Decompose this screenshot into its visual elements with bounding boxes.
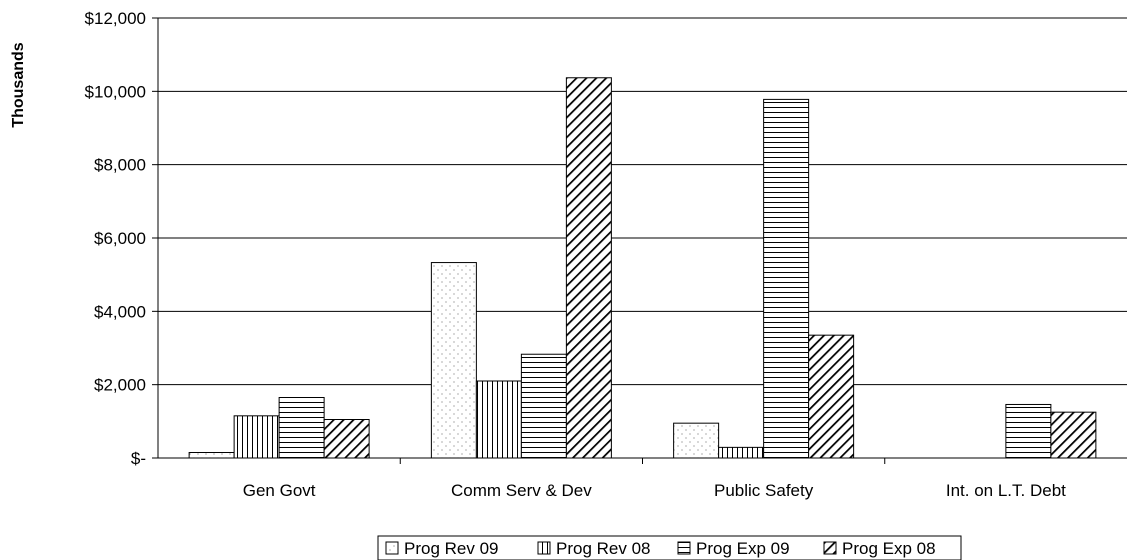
category-label: Public Safety — [714, 481, 814, 500]
bar — [1050, 411, 1097, 459]
y-axis-ticks: $- $2,000 $4,000 $6,000 $8,000 $10,000 $12,000 — [85, 9, 158, 468]
legend-box — [377, 535, 962, 560]
legend-swatch — [823, 541, 837, 555]
legend-swatch — [677, 541, 691, 555]
bar — [323, 419, 370, 459]
category-label: Comm Serv & Dev — [451, 481, 592, 500]
y-tick-label: $- — [131, 449, 146, 468]
bar — [188, 452, 235, 459]
y-tick-label: $10,000 — [85, 82, 146, 101]
category-label: Gen Govt — [243, 481, 316, 500]
category-label: Int. on L.T. Debt — [946, 481, 1066, 500]
y-tick-label: $2,000 — [94, 376, 146, 395]
legend-swatch — [537, 541, 551, 555]
bar — [565, 77, 612, 459]
bar — [430, 262, 477, 459]
legend: Prog Rev 09 Prog Rev 08 Prog Exp 09 Prog Ex… — [377, 535, 962, 560]
bar — [520, 353, 567, 459]
bar — [233, 415, 280, 459]
legend-swatch — [385, 541, 399, 555]
y-tick-label: $6,000 — [94, 229, 146, 248]
y-tick-label: $8,000 — [94, 156, 146, 175]
bars — [188, 77, 1097, 459]
gridlines — [158, 17, 1127, 386]
legend-label: Prog Rev 09 — [404, 539, 499, 558]
bar — [673, 422, 720, 459]
bar — [475, 380, 522, 459]
bar — [808, 334, 855, 459]
bar — [1005, 403, 1052, 459]
x-axis-ticks: Gen Govt Comm Serv & Dev Public Safety Int.… — [243, 458, 1066, 500]
bar — [718, 446, 765, 459]
legend-label: Prog Exp 09 — [696, 539, 790, 558]
y-axis-label: Thousands — [10, 42, 27, 127]
y-tick-label: $4,000 — [94, 302, 146, 321]
legend-label: Prog Exp 08 — [842, 539, 936, 558]
legend-label: Prog Rev 08 — [556, 539, 651, 558]
bar — [278, 397, 325, 459]
y-tick-label: $12,000 — [85, 9, 146, 28]
bar — [763, 98, 810, 459]
